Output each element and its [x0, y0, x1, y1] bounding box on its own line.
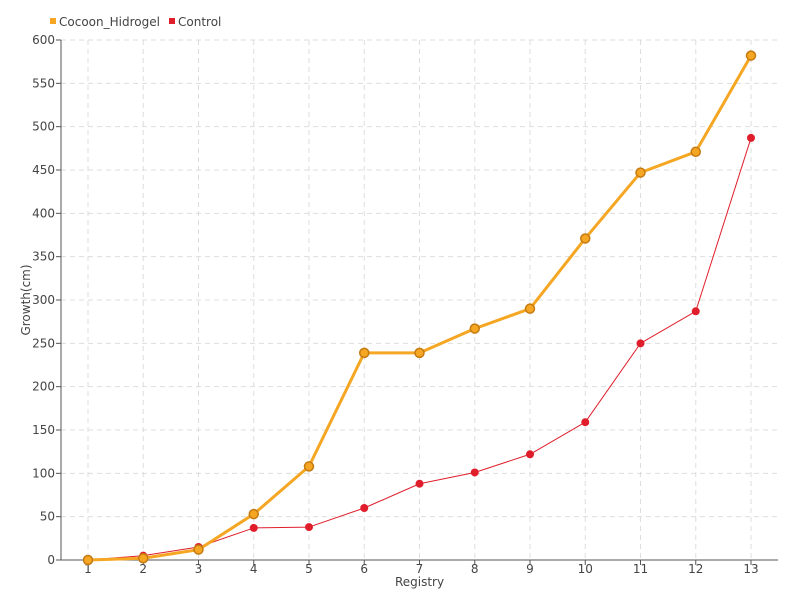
y-tick-label: 300: [32, 293, 55, 307]
data-point-cocoon-hidrogel[interactable]: [138, 553, 149, 564]
x-tick-label: 2: [139, 562, 147, 576]
y-tick-label: 150: [32, 423, 55, 437]
y-tick-label: 0: [47, 553, 55, 567]
grid: [61, 39, 778, 560]
x-tick-label: 7: [416, 562, 424, 576]
data-point-control[interactable]: [526, 450, 534, 459]
x-tick-label: 1: [84, 562, 92, 576]
legend-swatch-control[interactable]: [169, 18, 175, 24]
x-tick-label: 4: [250, 562, 258, 576]
data-point-cocoon-hidrogel[interactable]: [193, 544, 204, 555]
legend-label-cocoon-hidrogel[interactable]: Cocoon_Hidrogel: [59, 15, 160, 29]
data-point-cocoon-hidrogel[interactable]: [524, 303, 536, 314]
data-point-cocoon-hidrogel[interactable]: [580, 233, 591, 244]
x-tick-label: 6: [360, 562, 368, 576]
data-point-cocoon-hidrogel[interactable]: [414, 347, 425, 359]
y-tick-label: 600: [32, 33, 55, 47]
data-point-cocoon-hidrogel[interactable]: [745, 50, 757, 61]
y-tick-label: 50: [40, 510, 55, 524]
x-tick-label: 10: [578, 562, 593, 576]
data-point-control[interactable]: [415, 479, 424, 488]
data-point-control[interactable]: [747, 133, 755, 142]
x-tick-label: 12: [688, 562, 703, 576]
y-tick-label: 450: [32, 163, 55, 177]
data-point-cocoon-hidrogel[interactable]: [690, 146, 701, 158]
x-tick-label: 13: [743, 562, 758, 576]
data-point-control[interactable]: [470, 468, 479, 477]
x-axis-title: Registry: [395, 575, 444, 589]
data-point-control[interactable]: [581, 418, 590, 427]
data-point-cocoon-hidrogel[interactable]: [248, 508, 259, 520]
data-point-cocoon-hidrogel[interactable]: [635, 167, 646, 178]
y-tick-label: 350: [32, 250, 55, 264]
data-point-control[interactable]: [360, 504, 369, 512]
x-tick-label: 5: [305, 562, 313, 576]
y-tick-label: 400: [32, 206, 55, 220]
data-point-cocoon-hidrogel[interactable]: [303, 461, 315, 472]
legend-swatch-cocoon-hidrogel[interactable]: [50, 18, 56, 24]
data-point-control[interactable]: [305, 523, 313, 532]
y-tick-label: 250: [32, 336, 55, 350]
x-tick-label: 9: [526, 562, 534, 576]
x-tick-label: 3: [195, 562, 203, 576]
y-tick-label: 100: [32, 466, 55, 480]
y-tick-label: 500: [32, 120, 55, 134]
data-point-cocoon-hidrogel[interactable]: [469, 323, 480, 334]
legend-label-control[interactable]: Control: [178, 15, 221, 29]
y-tick-label: 550: [32, 76, 55, 90]
data-point-control[interactable]: [249, 523, 258, 532]
series-points: [82, 50, 757, 566]
data-point-cocoon-hidrogel[interactable]: [359, 347, 370, 359]
data-point-control[interactable]: [691, 307, 700, 316]
legend: Cocoon_Hidrogel Control: [50, 15, 221, 29]
data-point-control[interactable]: [636, 339, 645, 348]
y-axis-title: Growth(cm): [19, 264, 33, 335]
x-tick-label: 11: [633, 562, 648, 576]
data-point-cocoon-hidrogel[interactable]: [82, 554, 94, 566]
y-tick-label: 200: [32, 380, 55, 394]
x-tick-label: 8: [471, 562, 479, 576]
